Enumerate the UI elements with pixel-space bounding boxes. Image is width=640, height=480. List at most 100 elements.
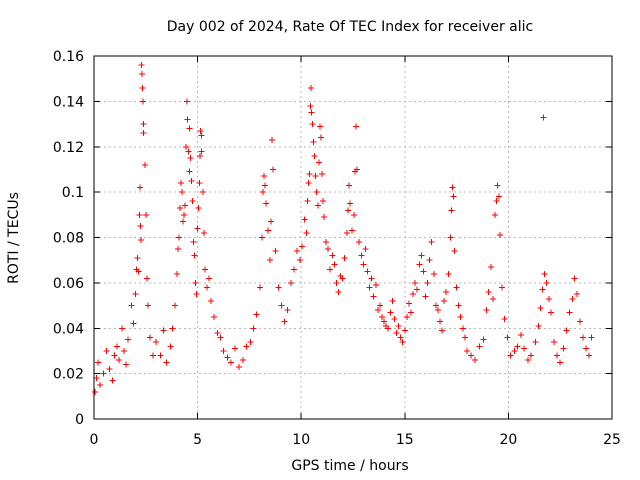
data-point [586, 352, 593, 359]
data-point [185, 148, 192, 155]
data-point [194, 225, 201, 232]
data-point [123, 361, 130, 368]
data-point [144, 302, 151, 309]
y-tick-label: 0.16 [53, 49, 84, 65]
y-tick-label: 0.12 [53, 140, 84, 156]
data-point [243, 343, 250, 350]
data-point [95, 359, 102, 366]
data-point [434, 307, 441, 314]
data-point [314, 202, 321, 209]
data-point [186, 125, 193, 132]
data-point [450, 193, 457, 200]
data-point [205, 275, 212, 282]
data-point [439, 327, 446, 334]
data-point [109, 377, 116, 384]
data-point [335, 288, 342, 295]
data-point [343, 229, 350, 236]
data-point [100, 370, 107, 377]
data-point [281, 318, 288, 325]
data-point [480, 336, 487, 343]
data-point [303, 229, 310, 236]
data-point [428, 239, 435, 246]
points-layer [92, 62, 595, 395]
data-point [186, 168, 193, 175]
data-point [514, 343, 521, 350]
data-point [496, 193, 503, 200]
data-point [231, 345, 238, 352]
data-point [563, 327, 570, 334]
data-point [309, 121, 316, 128]
data-point [391, 316, 398, 323]
y-tick-label: 0.06 [53, 276, 84, 292]
data-point [437, 318, 444, 325]
y-tick-label: 0.1 [62, 185, 84, 201]
data-point [517, 332, 524, 339]
data-point [132, 291, 139, 298]
data-point [468, 352, 475, 359]
data-point [141, 161, 148, 168]
data-point [187, 155, 194, 162]
data-point [329, 252, 336, 259]
data-point [184, 98, 191, 105]
data-point [387, 309, 394, 316]
data-point [426, 257, 433, 264]
data-point [307, 84, 314, 91]
y-tick-label: 0.14 [53, 94, 84, 110]
data-point [160, 327, 167, 334]
data-point [448, 207, 455, 214]
data-point [139, 98, 146, 105]
data-point [543, 279, 550, 286]
data-point [494, 182, 501, 189]
data-point [267, 257, 274, 264]
data-point [385, 325, 392, 332]
data-point [497, 232, 504, 239]
data-point [320, 214, 327, 221]
data-point [294, 248, 301, 255]
data-point [306, 170, 313, 177]
data-point [130, 320, 137, 327]
data-point [195, 205, 202, 212]
data-point [191, 252, 198, 259]
data-point [203, 284, 210, 291]
data-point [424, 279, 431, 286]
data-point [198, 148, 205, 155]
data-point [183, 143, 190, 150]
data-point [389, 298, 396, 305]
data-point [571, 275, 578, 282]
data-point [163, 359, 170, 366]
data-point [362, 245, 369, 252]
data-point [364, 268, 371, 275]
data-point [487, 263, 494, 270]
data-point [258, 234, 265, 241]
data-point [180, 218, 187, 225]
data-point [374, 307, 381, 314]
data-point [449, 184, 456, 191]
data-point [138, 236, 145, 243]
data-point [143, 275, 150, 282]
data-point [140, 121, 147, 128]
data-point [138, 62, 145, 69]
data-point [376, 302, 383, 309]
data-point [290, 266, 297, 273]
data-point [535, 322, 542, 329]
x-axis-label: GPS time / hours [291, 458, 408, 474]
data-point [323, 239, 330, 246]
data-point [135, 268, 142, 275]
data-point [353, 123, 360, 130]
data-point [360, 261, 367, 268]
data-point [227, 359, 234, 366]
data-point [111, 352, 118, 359]
data-point [557, 359, 564, 366]
grid-layer [94, 56, 612, 419]
data-point [310, 139, 317, 146]
data-point [569, 295, 576, 302]
data-point [499, 284, 506, 291]
data-point [278, 302, 285, 309]
data-point [153, 338, 160, 345]
data-point [491, 211, 498, 218]
data-point [483, 307, 490, 314]
data-point [370, 293, 377, 300]
data-point [157, 352, 164, 359]
data-point [198, 132, 205, 139]
data-point [188, 177, 195, 184]
